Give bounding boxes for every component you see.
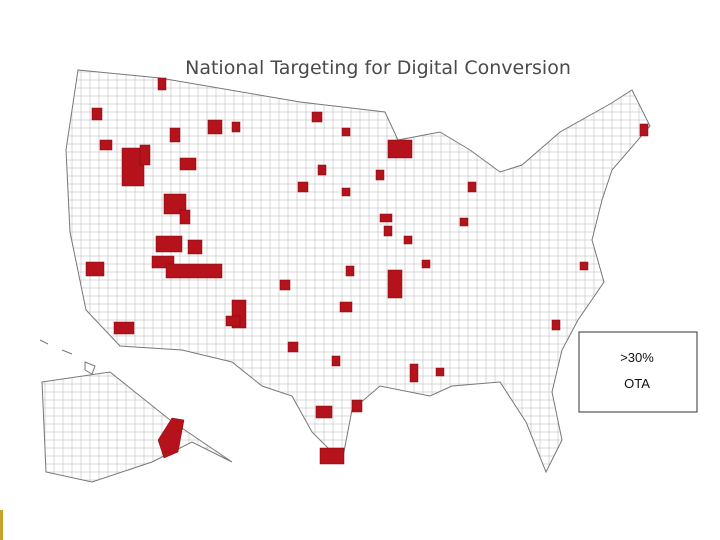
legend-item: >30% [620,350,654,365]
hawaii [39,339,96,375]
alaska [41,371,233,483]
map-title: National Targeting for Digital Conversio… [185,57,571,79]
legend-item: OTA [624,376,650,391]
targeted-counties [85,77,649,465]
legend-box [578,331,698,413]
contiguous-us [65,69,651,474]
accent-bar [0,510,3,540]
legend: >30% OTA [578,331,698,413]
us-map [39,69,651,483]
